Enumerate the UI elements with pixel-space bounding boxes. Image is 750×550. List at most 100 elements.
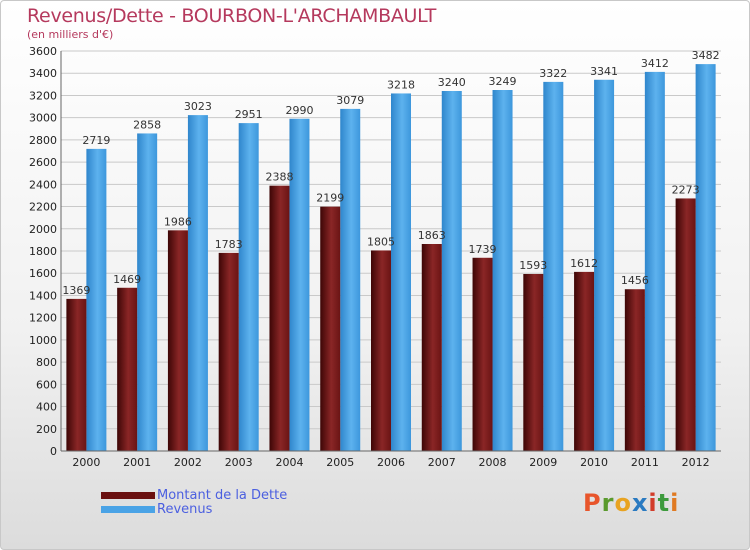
- legend-swatch-revenus: [101, 505, 155, 513]
- legend-label-dette: Montant de la Dette: [157, 487, 288, 503]
- value-label-revenus: 2719: [82, 134, 110, 147]
- bar-dette: [574, 271, 595, 451]
- logo-letter: P: [583, 489, 602, 517]
- logo-letter: i: [648, 489, 658, 517]
- y-tick-label: 1200: [29, 312, 57, 325]
- bar-revenus: [441, 91, 462, 451]
- bar-dette: [371, 250, 391, 451]
- y-tick-label: 1000: [29, 334, 57, 347]
- legend-label-revenus: Revenus: [157, 501, 213, 517]
- y-tick-label: 800: [36, 356, 57, 369]
- bar-dette: [523, 274, 544, 451]
- bar-dette: [320, 206, 341, 451]
- x-tick-label: 2001: [123, 456, 151, 469]
- bar-dette: [624, 289, 645, 451]
- y-tick-label: 2800: [29, 134, 57, 147]
- y-tick-label: 3000: [29, 112, 57, 125]
- x-tick-label: 2002: [174, 456, 202, 469]
- y-tick-label: 3200: [29, 89, 57, 102]
- bar-revenus: [137, 133, 158, 451]
- y-tick-label: 3400: [29, 67, 57, 80]
- value-label-dette: 1456: [621, 274, 649, 287]
- logo-letter: t: [657, 489, 671, 517]
- value-label-revenus: 3240: [438, 76, 466, 89]
- value-label-revenus: 3341: [590, 65, 618, 78]
- bar-revenus: [340, 108, 361, 451]
- y-tick-label: 3600: [29, 45, 57, 58]
- x-tick-label: 2005: [326, 456, 354, 469]
- bar-revenus: [695, 64, 716, 451]
- value-label-dette: 1593: [519, 259, 547, 272]
- x-tick-label: 2011: [631, 456, 659, 469]
- value-label-dette: 1369: [62, 284, 90, 297]
- bar-revenus: [187, 115, 208, 451]
- bar-dette: [66, 298, 87, 451]
- bar-revenus: [86, 148, 107, 451]
- x-tick-label: 2000: [72, 456, 100, 469]
- x-tick-label: 2007: [428, 456, 456, 469]
- value-label-dette: 2273: [672, 183, 700, 196]
- y-tick-label: 600: [36, 378, 57, 391]
- y-tick-label: 1400: [29, 289, 57, 302]
- y-tick-label: 2600: [29, 156, 57, 169]
- bar-revenus: [594, 79, 615, 452]
- bar-revenus: [391, 93, 411, 451]
- bar-dette: [218, 252, 239, 451]
- x-tick-label: 2003: [225, 456, 253, 469]
- logo-letter: r: [601, 489, 615, 517]
- value-label-revenus: 3079: [336, 94, 364, 107]
- bars: [66, 64, 716, 452]
- x-tick-label: 2004: [275, 456, 303, 469]
- bar-revenus: [492, 90, 513, 451]
- y-tick-label: 1800: [29, 245, 57, 258]
- axes: 0 200 400 600 800 1000 1200 1400 1600 1800 2000 220…: [29, 45, 721, 469]
- value-labels: 2719 1369 2858 1469 3023 1986 2951 1783 2990 2388…: [62, 49, 719, 297]
- value-label-dette: 1986: [164, 215, 192, 228]
- x-tick-label: 2012: [682, 456, 710, 469]
- value-label-dette: 1783: [215, 238, 243, 251]
- value-label-dette: 1612: [570, 257, 598, 270]
- legend-swatch-dette: [101, 491, 155, 499]
- value-label-revenus: 3412: [641, 57, 669, 70]
- y-tick-label: 0: [50, 445, 57, 458]
- logo-letter: o: [614, 489, 632, 517]
- logo-letter: x: [631, 489, 649, 517]
- value-label-dette: 1739: [469, 243, 497, 256]
- y-tick-label: 2200: [29, 201, 57, 214]
- proxiti-logo: Proxiti: [583, 489, 679, 517]
- value-label-revenus: 2990: [285, 104, 313, 117]
- x-tick-label: 2010: [580, 456, 608, 469]
- logo-letter: i: [670, 489, 680, 517]
- bar-revenus: [644, 71, 665, 451]
- value-label-dette: 2199: [316, 192, 344, 205]
- value-label-dette: 1863: [418, 229, 446, 242]
- chart-title: Revenus/Dette - BOURBON-L'ARCHAMBAULT: [27, 5, 437, 27]
- y-tick-label: 400: [36, 401, 57, 414]
- y-tick-label: 200: [36, 423, 57, 436]
- chart-subtitle: (en milliers d'€): [27, 28, 114, 41]
- y-tick-label: 2400: [29, 178, 57, 191]
- value-label-revenus: 3482: [692, 49, 720, 62]
- value-label-revenus: 3218: [387, 78, 415, 91]
- bar-revenus: [289, 118, 310, 452]
- legend-item-dette: Montant de la Dette: [101, 487, 288, 503]
- bar-revenus: [543, 81, 564, 451]
- value-label-dette: 1469: [113, 273, 141, 286]
- bar-dette: [421, 244, 442, 451]
- value-label-revenus: 3023: [184, 100, 212, 113]
- value-label-revenus: 2951: [235, 108, 263, 121]
- x-tick-label: 2008: [479, 456, 507, 469]
- value-label-dette: 1805: [367, 235, 395, 248]
- bar-dette: [167, 230, 188, 451]
- bar-dette: [675, 198, 696, 451]
- value-label-revenus: 3322: [539, 67, 567, 80]
- x-tick-label: 2009: [529, 456, 557, 469]
- value-label-dette: 2388: [265, 171, 293, 184]
- legend-item-revenus: Revenus: [101, 501, 213, 517]
- bar-dette: [269, 185, 290, 451]
- y-tick-label: 2000: [29, 223, 57, 236]
- value-label-revenus: 3249: [489, 75, 517, 88]
- bar-dette: [117, 287, 138, 451]
